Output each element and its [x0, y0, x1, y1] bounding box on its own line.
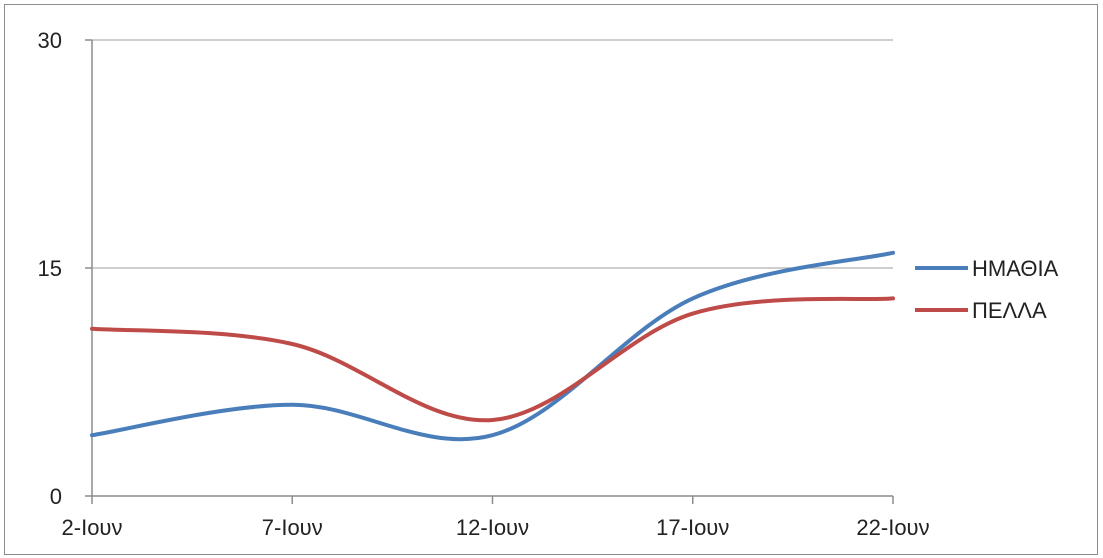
chart-frame — [4, 4, 1098, 555]
y-tick-label: 15 — [38, 256, 62, 281]
legend: ΗΜΑΘΙΑ ΠΕΛΛΑ — [915, 256, 1059, 323]
x-tick-labels: 2-Ιουν 7-Ιουν 12-Ιουν 17-Ιουν 22-Ιουν — [62, 496, 930, 540]
gridlines — [92, 39, 893, 269]
x-tick-label: 2-Ιουν — [62, 515, 123, 540]
y-tick-label: 0 — [50, 484, 62, 509]
x-tick-label: 17-Ιουν — [656, 515, 729, 540]
legend-label: ΗΜΑΘΙΑ — [972, 256, 1059, 281]
series-line-2 — [90, 296, 895, 423]
legend-label: ΠΕΛΛΑ — [972, 298, 1047, 323]
y-tick-label: 30 — [38, 28, 62, 53]
series-line-1 — [90, 250, 895, 442]
x-tick-label: 12-Ιουν — [456, 515, 529, 540]
x-tick-label: 7-Ιουν — [262, 515, 323, 540]
y-tick-labels: 0 15 30 — [38, 28, 92, 509]
series-lines — [90, 250, 895, 442]
x-tick-label: 22-Ιουν — [856, 515, 929, 540]
